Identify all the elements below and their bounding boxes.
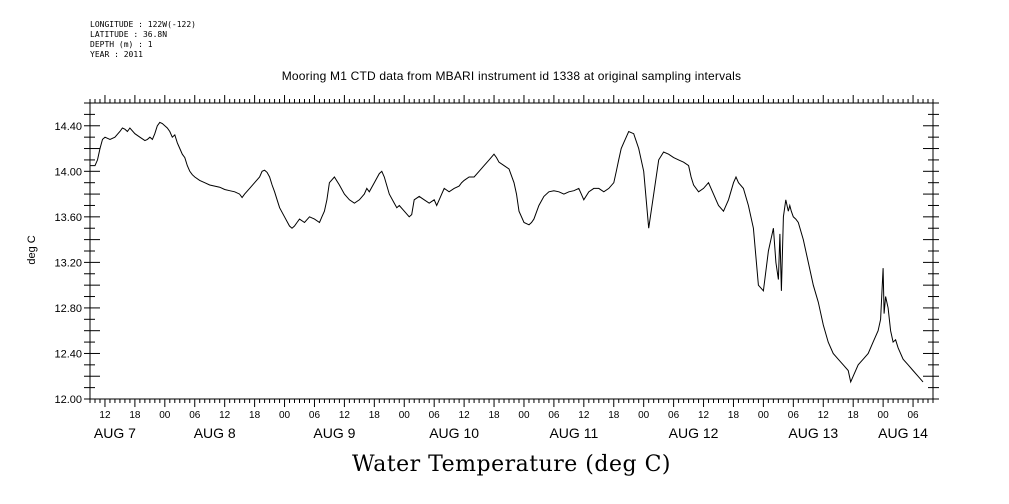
longitude-label: LONGITUDE : 122W(-122) bbox=[90, 20, 196, 29]
latitude-label: LATITUDE : 36.8N bbox=[90, 30, 168, 39]
x-hour-label: 06 bbox=[907, 410, 919, 421]
plot-frame bbox=[89, 102, 934, 400]
y-tick-label: 13.60 bbox=[54, 212, 82, 224]
x-hour-label: 18 bbox=[608, 410, 620, 421]
x-axis-label: Water Temperature (deg C) bbox=[352, 452, 671, 477]
series-layer bbox=[90, 121, 924, 384]
x-hour-label: 00 bbox=[758, 410, 770, 421]
x-hour-label: 06 bbox=[429, 410, 441, 421]
x-hour-label: 18 bbox=[728, 410, 740, 421]
y-tick-label: 12.80 bbox=[54, 303, 82, 315]
x-hour-label: 12 bbox=[698, 410, 710, 421]
x-day-label: AUG 10 bbox=[429, 425, 479, 441]
labels-layer: 12.00 12.40 12.80 13.20 13.60 14.00 14.40 12 18 0… bbox=[54, 121, 928, 441]
depth-label: DEPTH (m) : 1 bbox=[90, 40, 153, 49]
y-tick-label: 12.40 bbox=[54, 348, 82, 360]
year-label: YEAR : 2011 bbox=[90, 50, 143, 59]
x-day-label: AUG 7 bbox=[94, 425, 136, 441]
x-day-label: AUG 14 bbox=[878, 425, 928, 441]
x-hour-label: 12 bbox=[339, 410, 351, 421]
x-hour-label: 00 bbox=[518, 410, 530, 421]
ticks-layer bbox=[84, 95, 939, 407]
x-day-label: AUG 9 bbox=[313, 425, 355, 441]
x-hour-label: 12 bbox=[459, 410, 471, 421]
x-day-label: AUG 8 bbox=[194, 425, 236, 441]
x-hour-label: 18 bbox=[848, 410, 860, 421]
x-hour-label: 18 bbox=[369, 410, 381, 421]
x-day-label: AUG 13 bbox=[788, 425, 838, 441]
x-hour-label: 18 bbox=[488, 410, 500, 421]
x-hour-label: 06 bbox=[788, 410, 800, 421]
x-day-label: AUG 11 bbox=[549, 425, 598, 441]
x-hour-label: 06 bbox=[668, 410, 680, 421]
axes-layer bbox=[89, 102, 934, 400]
x-hour-label: 06 bbox=[189, 410, 201, 421]
chart-title: Mooring M1 CTD data from MBARI instrumen… bbox=[281, 69, 742, 83]
x-hour-label: 18 bbox=[129, 410, 141, 421]
y-tick-label: 14.00 bbox=[54, 166, 82, 178]
y-axis-label: deg C bbox=[26, 235, 38, 264]
y-tick-label: 14.40 bbox=[54, 121, 82, 133]
y-tick-label: 13.20 bbox=[54, 257, 82, 269]
metadata-block: LONGITUDE : 122W(-122) LATITUDE : 36.8N … bbox=[90, 20, 196, 60]
x-hour-label: 12 bbox=[219, 410, 231, 421]
y-tick-label: 12.00 bbox=[54, 394, 82, 406]
x-hour-label: 00 bbox=[399, 410, 411, 421]
x-hour-label: 00 bbox=[638, 410, 650, 421]
x-hour-label: 18 bbox=[249, 410, 261, 421]
x-hour-label: 06 bbox=[309, 410, 321, 421]
x-day-label: AUG 12 bbox=[669, 425, 719, 441]
x-hour-label: 12 bbox=[818, 410, 830, 421]
x-hour-label: 00 bbox=[159, 410, 171, 421]
x-hour-label: 06 bbox=[548, 410, 560, 421]
x-hour-label: 00 bbox=[878, 410, 890, 421]
x-hour-label: 12 bbox=[99, 410, 111, 421]
x-hour-label: 00 bbox=[279, 410, 291, 421]
temperature-series-line bbox=[90, 121, 924, 384]
x-hour-label: 12 bbox=[578, 410, 590, 421]
